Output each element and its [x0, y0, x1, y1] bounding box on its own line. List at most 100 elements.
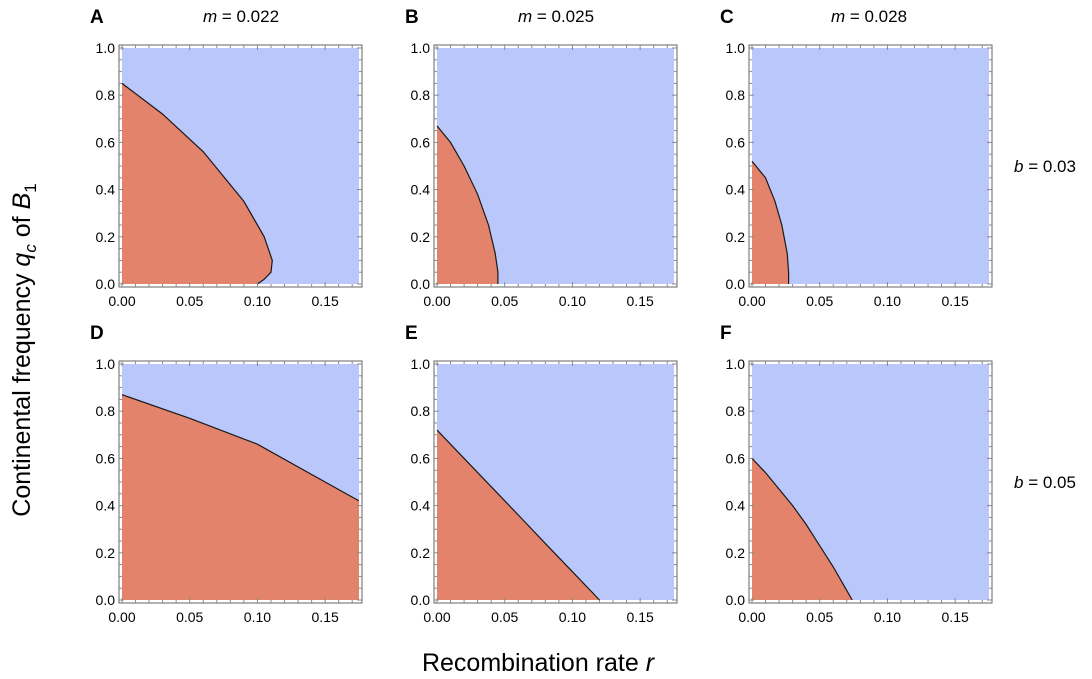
y-tick-label: 0.8	[96, 403, 116, 419]
y-tick-label: 1.0	[726, 40, 746, 56]
panel-c: 0.00 0.05 0.10 0.15 0.0 0.2 0.4 0.6 0.8 1.0 C	[720, 7, 993, 309]
panel-label: D	[90, 323, 104, 344]
y-tick-label: 0.6	[726, 134, 746, 150]
x-tick-label: 0.10	[874, 293, 901, 309]
x-tick-label: 0.15	[627, 609, 654, 625]
boundary-line	[121, 394, 360, 502]
row-label-b1: b = 0.03	[1014, 157, 1076, 176]
x-tick-label: 0.05	[806, 293, 833, 309]
panel-label: A	[90, 7, 104, 28]
x-tick-label: 0.05	[491, 293, 518, 309]
region-low	[122, 83, 273, 285]
y-tick-label: 0.6	[411, 450, 431, 466]
x-tick-label: 0.10	[559, 609, 586, 625]
x-tick-label: 0.15	[312, 609, 339, 625]
boundary-line	[436, 429, 600, 601]
y-tick-label: 1.0	[726, 356, 746, 372]
panel-label: B	[405, 7, 419, 28]
y-tick-label: 0.8	[411, 403, 431, 419]
x-tick-label: 0.10	[874, 609, 901, 625]
y-tick-label: 0.0	[411, 276, 431, 292]
region-low	[437, 125, 498, 285]
minor-ticks	[119, 361, 362, 603]
y-tick-label: 0.2	[96, 229, 116, 245]
y-tick-label: 0.6	[96, 134, 116, 150]
y-tick-label: 0.2	[726, 545, 746, 561]
minor-ticks	[434, 361, 677, 603]
region-low	[752, 458, 853, 600]
y-tick-label: 1.0	[96, 356, 116, 372]
minor-ticks	[119, 45, 362, 287]
panel-label: C	[720, 7, 734, 28]
y-tick-label: 0.8	[411, 87, 431, 103]
y-tick-label: 0.6	[411, 134, 431, 150]
y-tick-label: 0.0	[96, 592, 116, 608]
y-tick-label: 0.8	[726, 403, 746, 419]
x-tick-label: 0.00	[108, 293, 135, 309]
y-tick-label: 0.4	[96, 182, 116, 198]
x-tick-label: 0.15	[942, 293, 969, 309]
x-tick-label: 0.00	[738, 293, 765, 309]
x-tick-label: 0.05	[806, 609, 833, 625]
row-headers: b = 0.03 b = 0.05	[1014, 157, 1076, 492]
panel-f: 0.00 0.05 0.10 0.15 0.0 0.2 0.4 0.6 0.8 1.0 F	[720, 323, 993, 625]
boundary-line	[751, 160, 790, 284]
panel-e: 0.00 0.05 0.10 0.15 0.0 0.2 0.4 0.6 0.8 1.0 E	[405, 323, 678, 625]
minor-ticks	[749, 361, 992, 603]
panel-b: 0.00 0.05 0.10 0.15 0.0 0.2 0.4 0.6 0.8 1.0 B	[405, 7, 678, 309]
panel-a: 0.00 0.05 0.10 0.15 0.0 0.2 0.4 0.6 0.8 1.0 A	[90, 7, 363, 309]
y-tick-label: 0.0	[411, 592, 431, 608]
minor-ticks	[749, 45, 992, 287]
y-tick-label: 0.6	[726, 450, 746, 466]
boundary-line	[436, 125, 499, 284]
boundary-line	[751, 457, 853, 601]
x-axis-title: Recombination rate r	[422, 649, 656, 677]
x-tick-label: 0.15	[627, 293, 654, 309]
x-tick-label: 0.00	[423, 293, 450, 309]
panels-container: 0.00 0.05 0.10 0.150.00.20.40.60.81.0A0.00 0…	[90, 7, 993, 625]
y-tick-label: 1.0	[411, 40, 431, 56]
x-tick-label: 0.15	[942, 609, 969, 625]
column-label-m2: m = 0.025	[518, 7, 594, 26]
y-tick-label: 1.0	[96, 40, 116, 56]
y-tick-label: 1.0	[411, 356, 431, 372]
y-tick-label: 0.0	[96, 276, 116, 292]
region-low	[122, 394, 359, 600]
y-tick-label: 0.4	[726, 498, 746, 514]
y-tick-label: 0.4	[96, 498, 116, 514]
y-tick-label: 0.2	[96, 545, 116, 561]
y-tick-label: 0.8	[726, 87, 746, 103]
y-tick-label: 0.2	[726, 229, 746, 245]
x-tick-label: 0.05	[491, 609, 518, 625]
panel-label: F	[720, 323, 732, 344]
y-tick-label: 0.4	[411, 498, 431, 514]
y-tick-label: 0.2	[411, 229, 431, 245]
y-tick-label: 0.0	[726, 592, 746, 608]
y-tick-label: 0.4	[726, 182, 746, 198]
column-label-m1: m = 0.022	[203, 7, 279, 26]
y-tick-label: 0.2	[411, 545, 431, 561]
column-headers: m = 0.022 m = 0.025 m = 0.028	[203, 7, 907, 26]
boundary-line	[121, 82, 273, 285]
y-tick-label: 0.8	[96, 87, 116, 103]
x-tick-label: 0.10	[244, 293, 271, 309]
y-axis-title: Continental frequency qc of B1	[8, 183, 40, 516]
x-tick-label: 0.15	[312, 293, 339, 309]
x-tick-label: 0.10	[244, 609, 271, 625]
panel-d: 0.00 0.05 0.10 0.15 0.0 0.2 0.4 0.6 0.8 1.0 D	[90, 323, 363, 625]
region-low	[752, 161, 789, 284]
y-tick-label: 0.0	[726, 276, 746, 292]
x-tick-label: 0.00	[423, 609, 450, 625]
x-tick-label: 0.00	[108, 609, 135, 625]
panel-label: E	[405, 323, 418, 344]
x-tick-label: 0.05	[176, 293, 203, 309]
x-tick-label: 0.00	[738, 609, 765, 625]
x-tick-label: 0.10	[559, 293, 586, 309]
region-high	[752, 48, 989, 284]
minor-ticks	[434, 45, 677, 287]
column-label-m3: m = 0.028	[831, 7, 907, 26]
y-tick-label: 0.4	[411, 182, 431, 198]
x-tick-label: 0.05	[176, 609, 203, 625]
y-tick-label: 0.6	[96, 450, 116, 466]
